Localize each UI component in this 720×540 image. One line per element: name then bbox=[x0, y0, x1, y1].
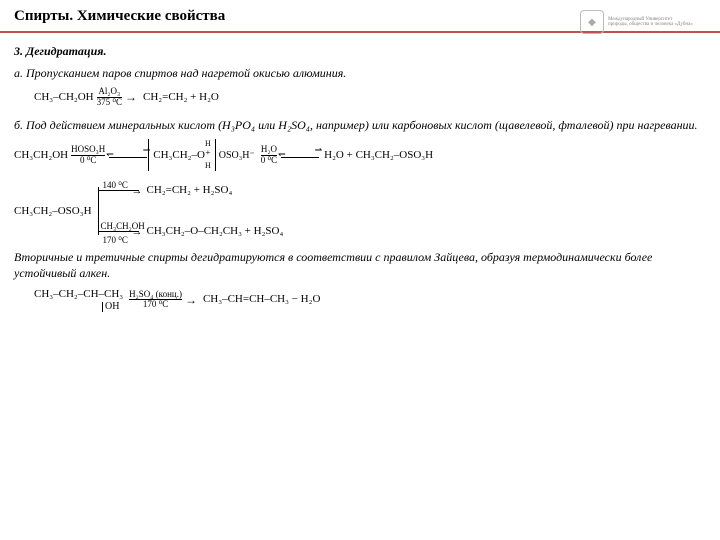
f2-anion: OSO₃H⁻ bbox=[219, 149, 255, 163]
item-b: б. Под действием минеральных кислот (H₃P… bbox=[14, 117, 706, 133]
crest-icon: ◆ bbox=[580, 10, 604, 34]
f2-products: H₂O + CH₃CH₂–OSO₃H bbox=[324, 148, 433, 163]
f4-oh: OH bbox=[102, 302, 123, 312]
zaitsev-note: Вторичные и третичные спирты дегидратиру… bbox=[14, 249, 706, 281]
formula-4: CH₃–CH₂–CH–CH₃ OH H₂SO₄ (конц.) 170 ⁰C →… bbox=[34, 287, 706, 312]
f4-reactant: CH₃–CH₂–CH–CH₃ bbox=[34, 288, 123, 300]
institution-logo: ◆ Международный Университет природы, общ… bbox=[580, 4, 710, 40]
f3-reagent-mid: CH₃CH₂OH bbox=[101, 220, 145, 232]
f2-reagent: HOSO₃H bbox=[71, 145, 105, 154]
f4-reagent: H₂SO₄ (конц.) bbox=[129, 290, 182, 299]
f1-reactant: CH₃–CH₂OH bbox=[34, 90, 94, 105]
f2-reactant: CH₃CH₂OH bbox=[14, 148, 68, 163]
slide-content: 3. Дегидратация. a. Пропусканием паров с… bbox=[0, 33, 720, 332]
section-heading: 3. Дегидратация. bbox=[14, 43, 706, 59]
equilibrium-arrow-icon: ⇀↽ bbox=[108, 148, 148, 163]
formula-2: CH₃CH₂OH HOSO₃H 0 ⁰C ⇀↽ H CH₃CH₂–O⁺ H OS… bbox=[14, 139, 706, 171]
arrow-icon: → bbox=[125, 89, 137, 105]
f1-products: CH₂=CH₂ + H₂O bbox=[143, 90, 219, 105]
f4-temp: 170 ⁰C bbox=[129, 299, 182, 309]
f3-product-b: CH₃CH₂–O–CH₂CH₃ + H₂SO₄ bbox=[147, 224, 284, 239]
equilibrium-arrow-icon: ⇀↽ bbox=[280, 148, 320, 163]
formula-1: CH₃–CH₂OH Al₂O₃ 375 ⁰C → CH₂=CH₂ + H₂O bbox=[34, 87, 706, 107]
formula-3: CH₃CH₂–OSO₃H → 140 ⁰C CH₂=CH₂ + H₂SO₄ → … bbox=[14, 183, 706, 239]
logo-line-2: природы, общества и человека «Дубна» bbox=[608, 22, 693, 28]
f3-product-a: CH₂=CH₂ + H₂SO₄ bbox=[147, 183, 233, 198]
item-a: a. Пропусканием паров спиртов над нагрет… bbox=[14, 65, 706, 81]
f3-temp-b: 170 ⁰C bbox=[103, 234, 128, 246]
f2-intermediate: H CH₃CH₂–O⁺ H bbox=[148, 139, 215, 171]
slide-header: Спирты. Химические свойства ◆ Международ… bbox=[0, 0, 720, 33]
f2-temp2: 0 ⁰C bbox=[261, 155, 277, 165]
f2-cond2: H₂O bbox=[261, 145, 277, 154]
f2-temp: 0 ⁰C bbox=[71, 155, 105, 165]
arrow-icon: → bbox=[185, 292, 197, 308]
f1-catalyst: Al₂O₃ bbox=[97, 87, 122, 96]
f3-temp-a: 140 ⁰C bbox=[103, 179, 128, 191]
f4-products: CH₃–CH=CH–CH₃ − H₂O bbox=[203, 292, 320, 307]
f1-temp: 375 ⁰C bbox=[97, 97, 122, 107]
f3-reactant: CH₃CH₂–OSO₃H bbox=[14, 204, 92, 219]
